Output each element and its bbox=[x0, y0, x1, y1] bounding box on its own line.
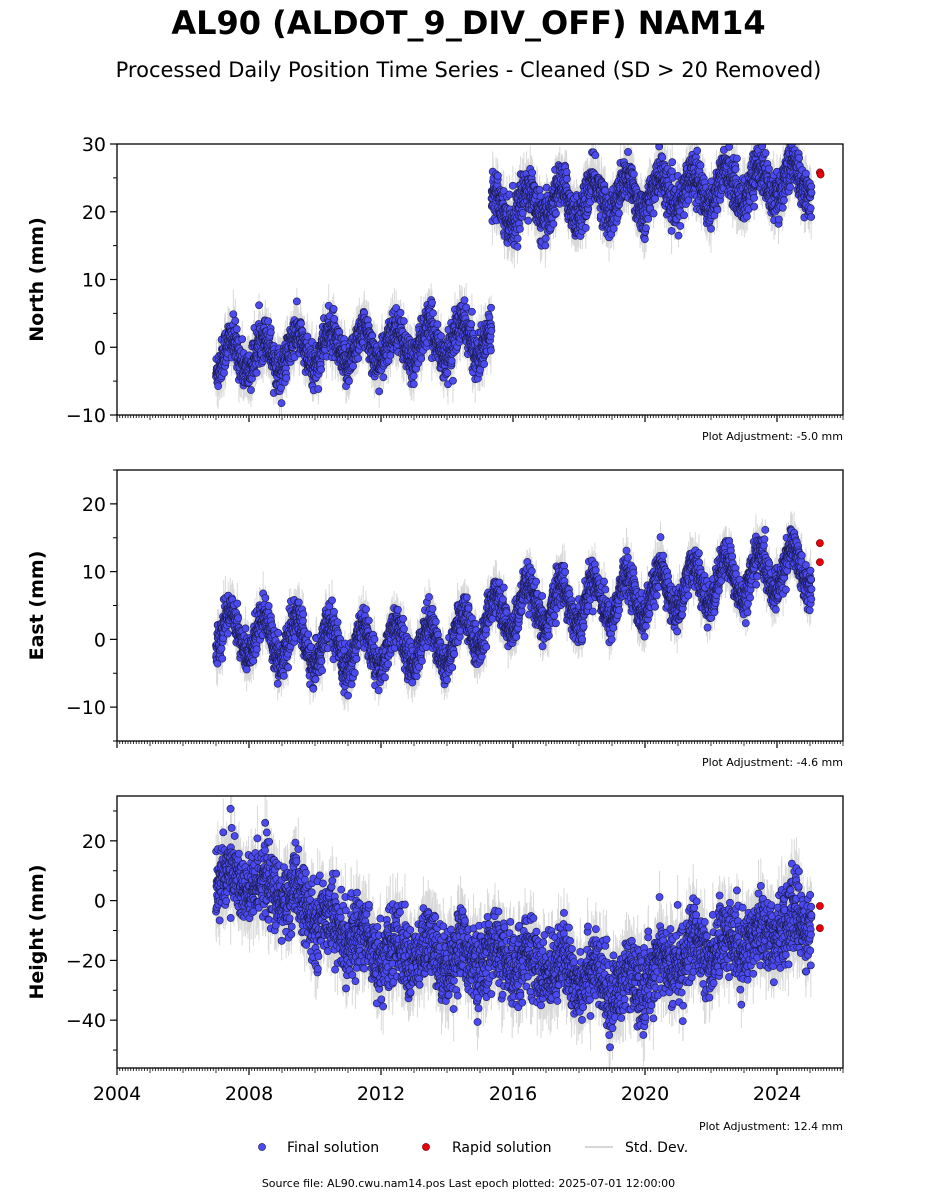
final-point bbox=[229, 310, 238, 319]
final-point bbox=[317, 365, 326, 374]
final-point bbox=[386, 351, 395, 360]
final-point bbox=[375, 387, 384, 396]
final-point bbox=[238, 335, 247, 344]
final-point bbox=[354, 354, 362, 363]
final-point bbox=[214, 382, 223, 391]
final-point bbox=[277, 399, 286, 408]
final-point bbox=[264, 317, 273, 326]
final-point bbox=[282, 374, 291, 382]
final-point bbox=[255, 301, 263, 310]
final-point bbox=[399, 317, 408, 325]
final-point bbox=[220, 368, 228, 377]
final-point bbox=[252, 368, 261, 377]
final-point bbox=[292, 297, 301, 306]
final-point bbox=[409, 380, 418, 389]
final-point bbox=[433, 320, 442, 329]
final-point bbox=[396, 308, 405, 317]
final-points bbox=[212, 144, 816, 408]
final-point bbox=[437, 332, 445, 341]
final-point bbox=[314, 385, 323, 393]
final-point bbox=[345, 377, 353, 385]
chart-title: AL90 (ALDOT_9_DIV_OFF) NAM14 bbox=[0, 4, 937, 42]
final-point bbox=[428, 298, 436, 307]
final-point bbox=[232, 325, 241, 333]
final-point bbox=[266, 328, 275, 337]
final-point bbox=[329, 305, 338, 313]
final-point bbox=[247, 386, 255, 394]
chart-subtitle: Processed Daily Position Time Series - C… bbox=[0, 58, 937, 82]
final-point bbox=[429, 309, 437, 318]
final-point bbox=[330, 315, 339, 323]
final-point bbox=[379, 373, 388, 382]
final-point bbox=[303, 332, 312, 341]
final-point bbox=[297, 319, 305, 328]
final-point bbox=[349, 362, 358, 370]
final-point bbox=[231, 316, 240, 325]
final-point bbox=[417, 354, 426, 363]
plot-area bbox=[212, 144, 825, 415]
final-point bbox=[409, 372, 418, 380]
